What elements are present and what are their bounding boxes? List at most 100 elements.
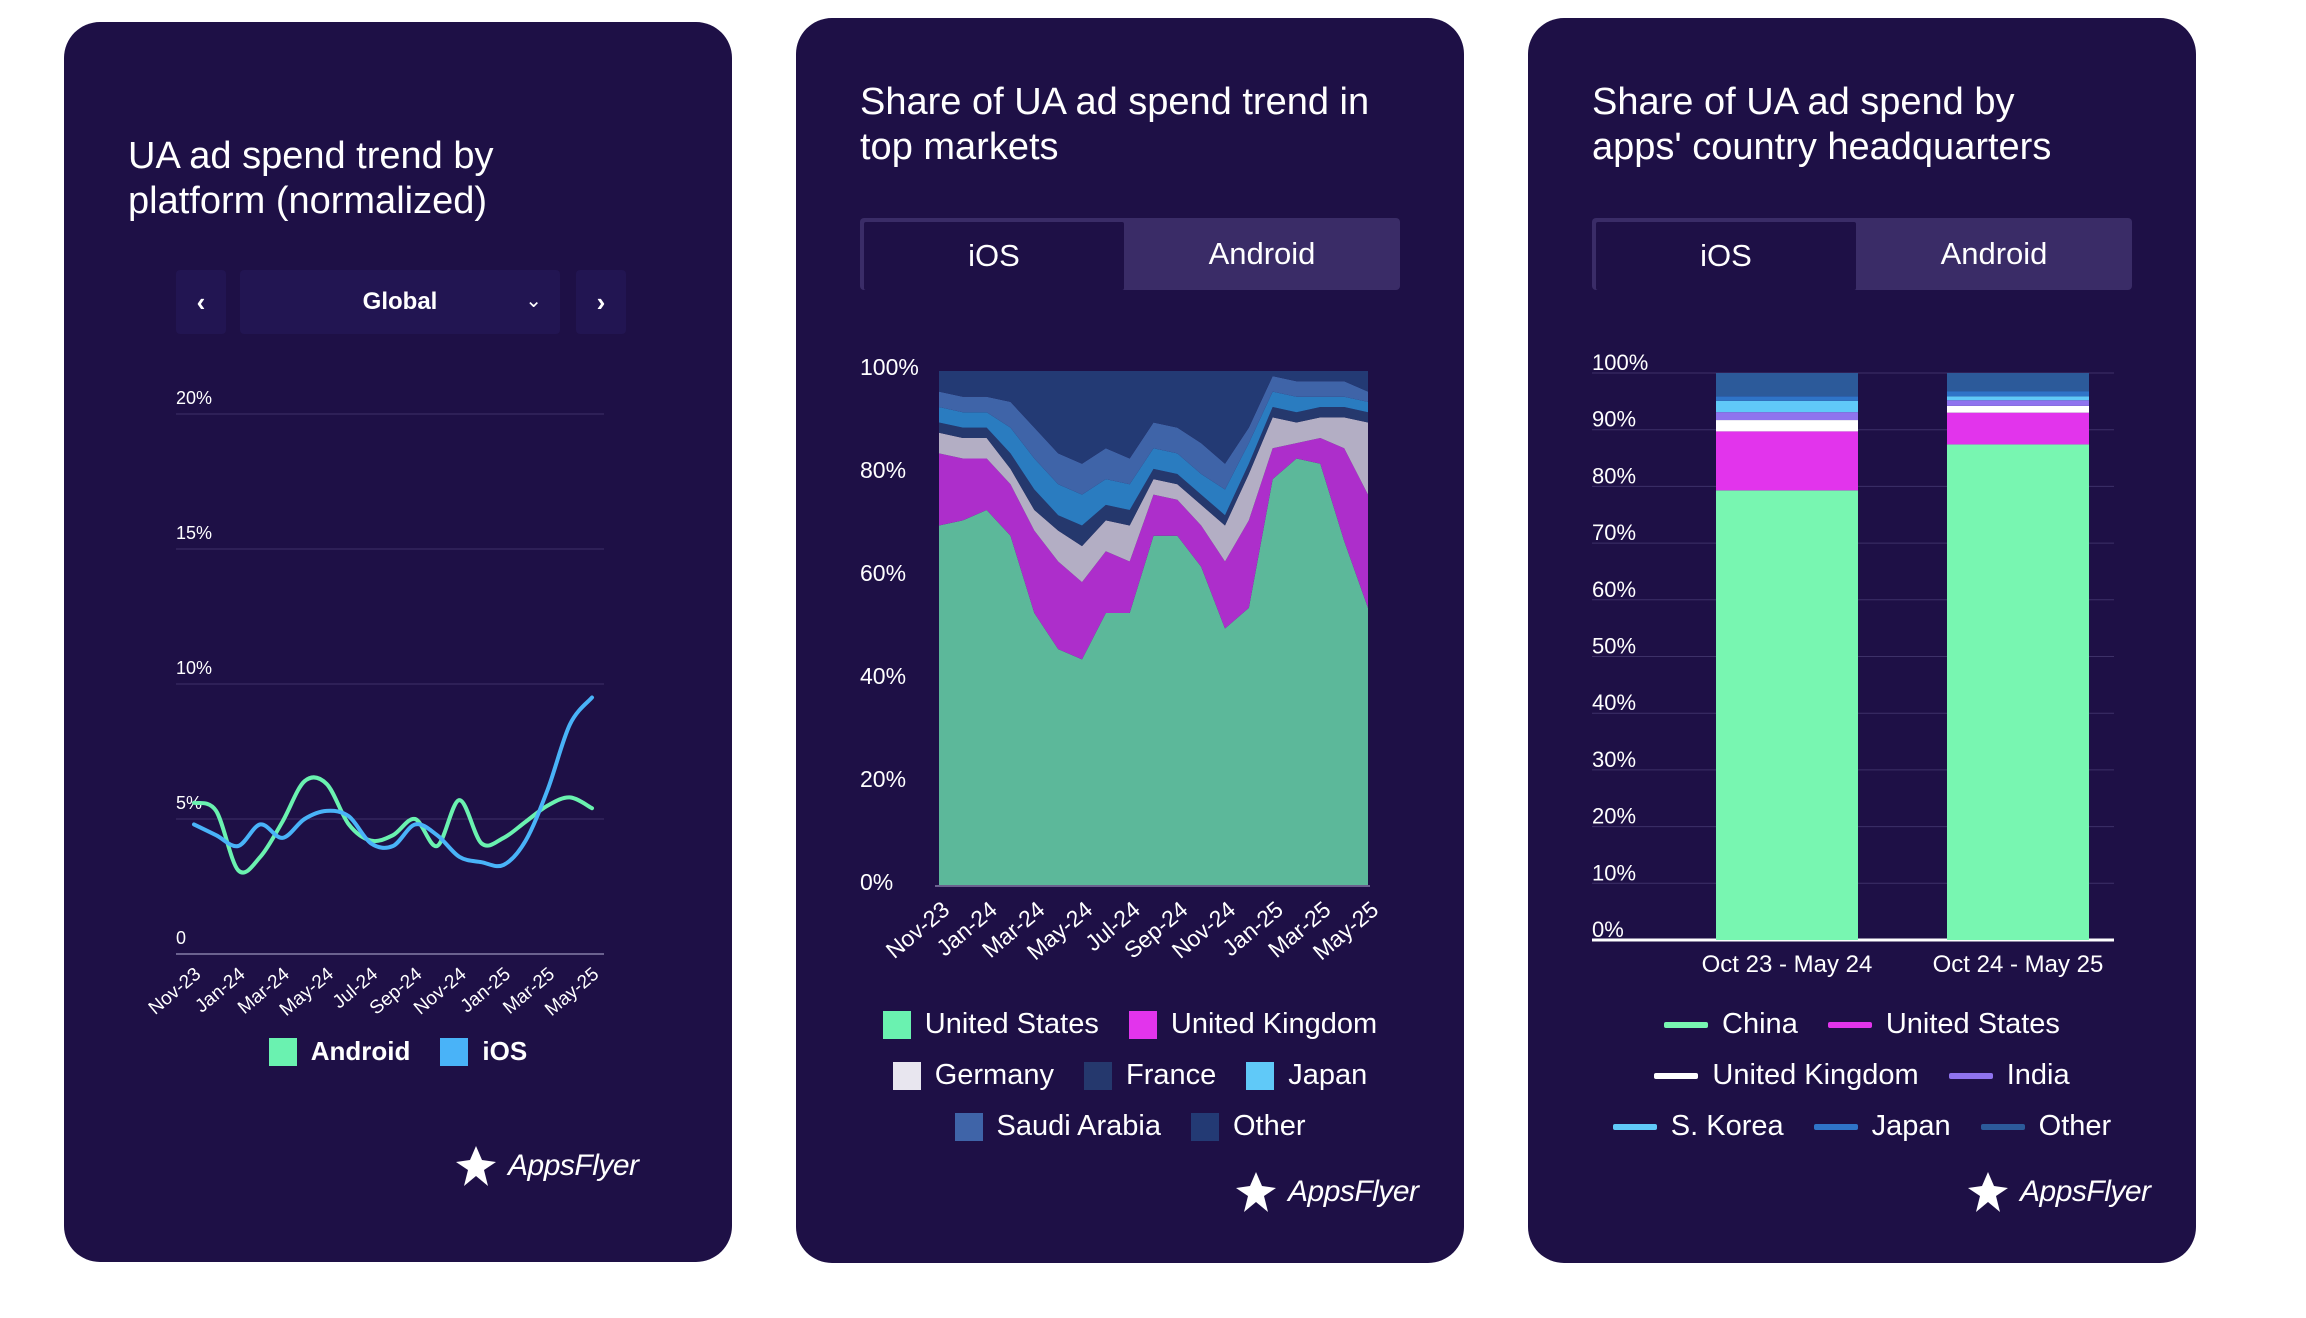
legend-item-united-kingdom[interactable]: United Kingdom	[1654, 1059, 1919, 1092]
region-selector: ‹ Global ⌄ ›	[176, 270, 626, 334]
area-united-states	[939, 458, 1368, 886]
y-tick-label: 20%	[860, 766, 906, 792]
area-united-kingdom	[939, 437, 1368, 660]
legend-label: Other	[2038, 1110, 2112, 1142]
legend-item-china[interactable]: China	[1664, 1008, 1798, 1041]
y-tick-label: 60%	[860, 560, 906, 586]
area-saudi-arabia	[939, 376, 1368, 495]
chevron-down-icon: ⌄	[525, 290, 542, 312]
y-tick-label: 40%	[1592, 690, 1636, 715]
hq-country-card: Share of UA ad spend by apps' country he…	[1528, 18, 2196, 1263]
logo-text: AppsFlyer	[2020, 1175, 2151, 1208]
bar-segment-s-korea	[1947, 396, 2089, 401]
chevron-left-icon: ‹	[196, 286, 206, 317]
legend-row: S. Korea Japan Other	[1528, 1110, 2196, 1143]
legend-item-other[interactable]: Other	[1980, 1110, 2112, 1143]
legend-swatch	[1083, 1061, 1112, 1090]
tab-ios[interactable]: iOS	[1596, 222, 1856, 290]
hq-stacked-bar-chart: 0% 10% 20% 30% 40% 50% 60% 70% 80% 90% 100% Oct 23 …	[1592, 350, 2114, 978]
legend-swatch	[268, 1037, 297, 1066]
legend-label: France	[1125, 1059, 1217, 1091]
area-japan	[939, 391, 1368, 526]
bar-segment-china	[1716, 490, 1858, 940]
card-title-line: platform (normalized)	[128, 180, 487, 222]
region-dropdown[interactable]: Global ⌄	[240, 270, 560, 334]
legend-item-united-states[interactable]: United States	[882, 1008, 1099, 1041]
card-title-line: Share of UA ad spend trend in	[860, 81, 1370, 123]
card-title: Share of UA ad spend by apps' country he…	[1592, 80, 2156, 170]
legend-swatch	[882, 1010, 911, 1039]
y-tick-label: 100%	[860, 354, 919, 380]
platform-tabs: iOS Android	[860, 218, 1400, 290]
legend-item-s-korea[interactable]: S. Korea	[1612, 1110, 1784, 1143]
chart-legend: United States United Kingdom Germany Franc…	[796, 1008, 1464, 1161]
y-tick-label: 15%	[176, 523, 212, 543]
legend-item-germany[interactable]: Germany	[892, 1059, 1054, 1092]
series-line-android	[192, 775, 594, 875]
bar-segment-united-kingdom	[1716, 420, 1858, 432]
y-tick-label: 50%	[1592, 634, 1636, 659]
y-tick-label: 20%	[176, 388, 212, 408]
card-title: UA ad spend trend by platform (normalize…	[128, 134, 692, 224]
bar-segment-other	[1947, 373, 2089, 392]
legend-item-united-kingdom[interactable]: United Kingdom	[1128, 1008, 1377, 1041]
area-other	[939, 371, 1368, 464]
legend-item-android[interactable]: Android	[268, 1036, 411, 1067]
bar-segment-other	[1716, 373, 1858, 397]
platform-tabs: iOS Android	[1592, 218, 2132, 290]
x-category-label: Oct 23 - May 24	[1702, 951, 1873, 978]
card-title-line: UA ad spend trend by	[128, 135, 494, 177]
legend-label: Japan	[1288, 1059, 1368, 1091]
legend-item-france[interactable]: France	[1083, 1059, 1217, 1092]
legend-line-marker	[1827, 1021, 1872, 1028]
card-title: Share of UA ad spend trend in top market…	[860, 80, 1424, 170]
legend-item-india[interactable]: India	[1948, 1059, 2070, 1092]
legend-label: Saudi Arabia	[996, 1110, 1161, 1142]
y-tick-label: 100%	[1592, 350, 1648, 375]
bar-segment-s-korea	[1716, 400, 1858, 413]
legend-item-saudi-arabia[interactable]: Saudi Arabia	[954, 1110, 1161, 1143]
legend-label: Android	[310, 1036, 411, 1066]
bar-segment-japan	[1947, 391, 2089, 397]
appsflyer-logo-icon	[1968, 1172, 2008, 1212]
y-tick-label: 5%	[176, 793, 202, 813]
bar-segment-china	[1947, 444, 2089, 940]
appsflyer-logo: AppsFlyer	[452, 1142, 639, 1190]
legend-line-marker	[1813, 1123, 1858, 1130]
legend-item-united-states[interactable]: United States	[1827, 1008, 2060, 1041]
legend-item-other[interactable]: Other	[1190, 1110, 1306, 1143]
region-dropdown-value: Global	[362, 288, 438, 315]
legend-label: Japan	[1871, 1110, 1951, 1142]
legend-item-japan[interactable]: Japan	[1813, 1110, 1951, 1143]
tab-ios[interactable]: iOS	[864, 222, 1124, 290]
y-tick-label: 0%	[1592, 917, 1624, 942]
bar-segment-india	[1947, 400, 2089, 406]
legend-swatch	[1246, 1061, 1275, 1090]
bar-segment-united-states	[1947, 412, 2089, 445]
legend-swatch	[440, 1037, 469, 1066]
legend-row: Saudi Arabia Other	[796, 1110, 1464, 1143]
platform-line-chart: 05%10%15%20%Nov-23Jan-24Mar-24May-24Jul-…	[145, 388, 604, 1021]
y-tick-label: 70%	[1592, 520, 1636, 545]
bar-segment-united-states	[1716, 431, 1858, 491]
legend-item-ios[interactable]: iOS	[440, 1036, 527, 1067]
y-tick-label: 80%	[860, 457, 906, 483]
series-line-ios	[192, 695, 594, 869]
next-region-button[interactable]: ›	[576, 270, 626, 334]
legend-item-japan[interactable]: Japan	[1246, 1059, 1367, 1092]
previous-region-button[interactable]: ‹	[176, 270, 226, 334]
appsflyer-logo: AppsFlyer	[1232, 1168, 1419, 1216]
chevron-right-icon: ›	[596, 286, 606, 317]
legend-label: S. Korea	[1670, 1110, 1784, 1142]
tab-android[interactable]: Android	[1208, 236, 1316, 271]
bar-segment-japan	[1716, 396, 1858, 401]
logo-text: AppsFlyer	[508, 1149, 639, 1182]
y-tick-label: 10%	[1592, 860, 1636, 885]
area-germany	[939, 417, 1368, 583]
legend-label: United Kingdom	[1712, 1059, 1919, 1091]
y-tick-label: 20%	[1592, 804, 1636, 829]
tab-android[interactable]: Android	[1940, 236, 2048, 271]
appsflyer-logo-icon	[1236, 1172, 1276, 1212]
chart-legend: Android iOS	[64, 1036, 732, 1085]
legend-swatch	[1128, 1010, 1157, 1039]
